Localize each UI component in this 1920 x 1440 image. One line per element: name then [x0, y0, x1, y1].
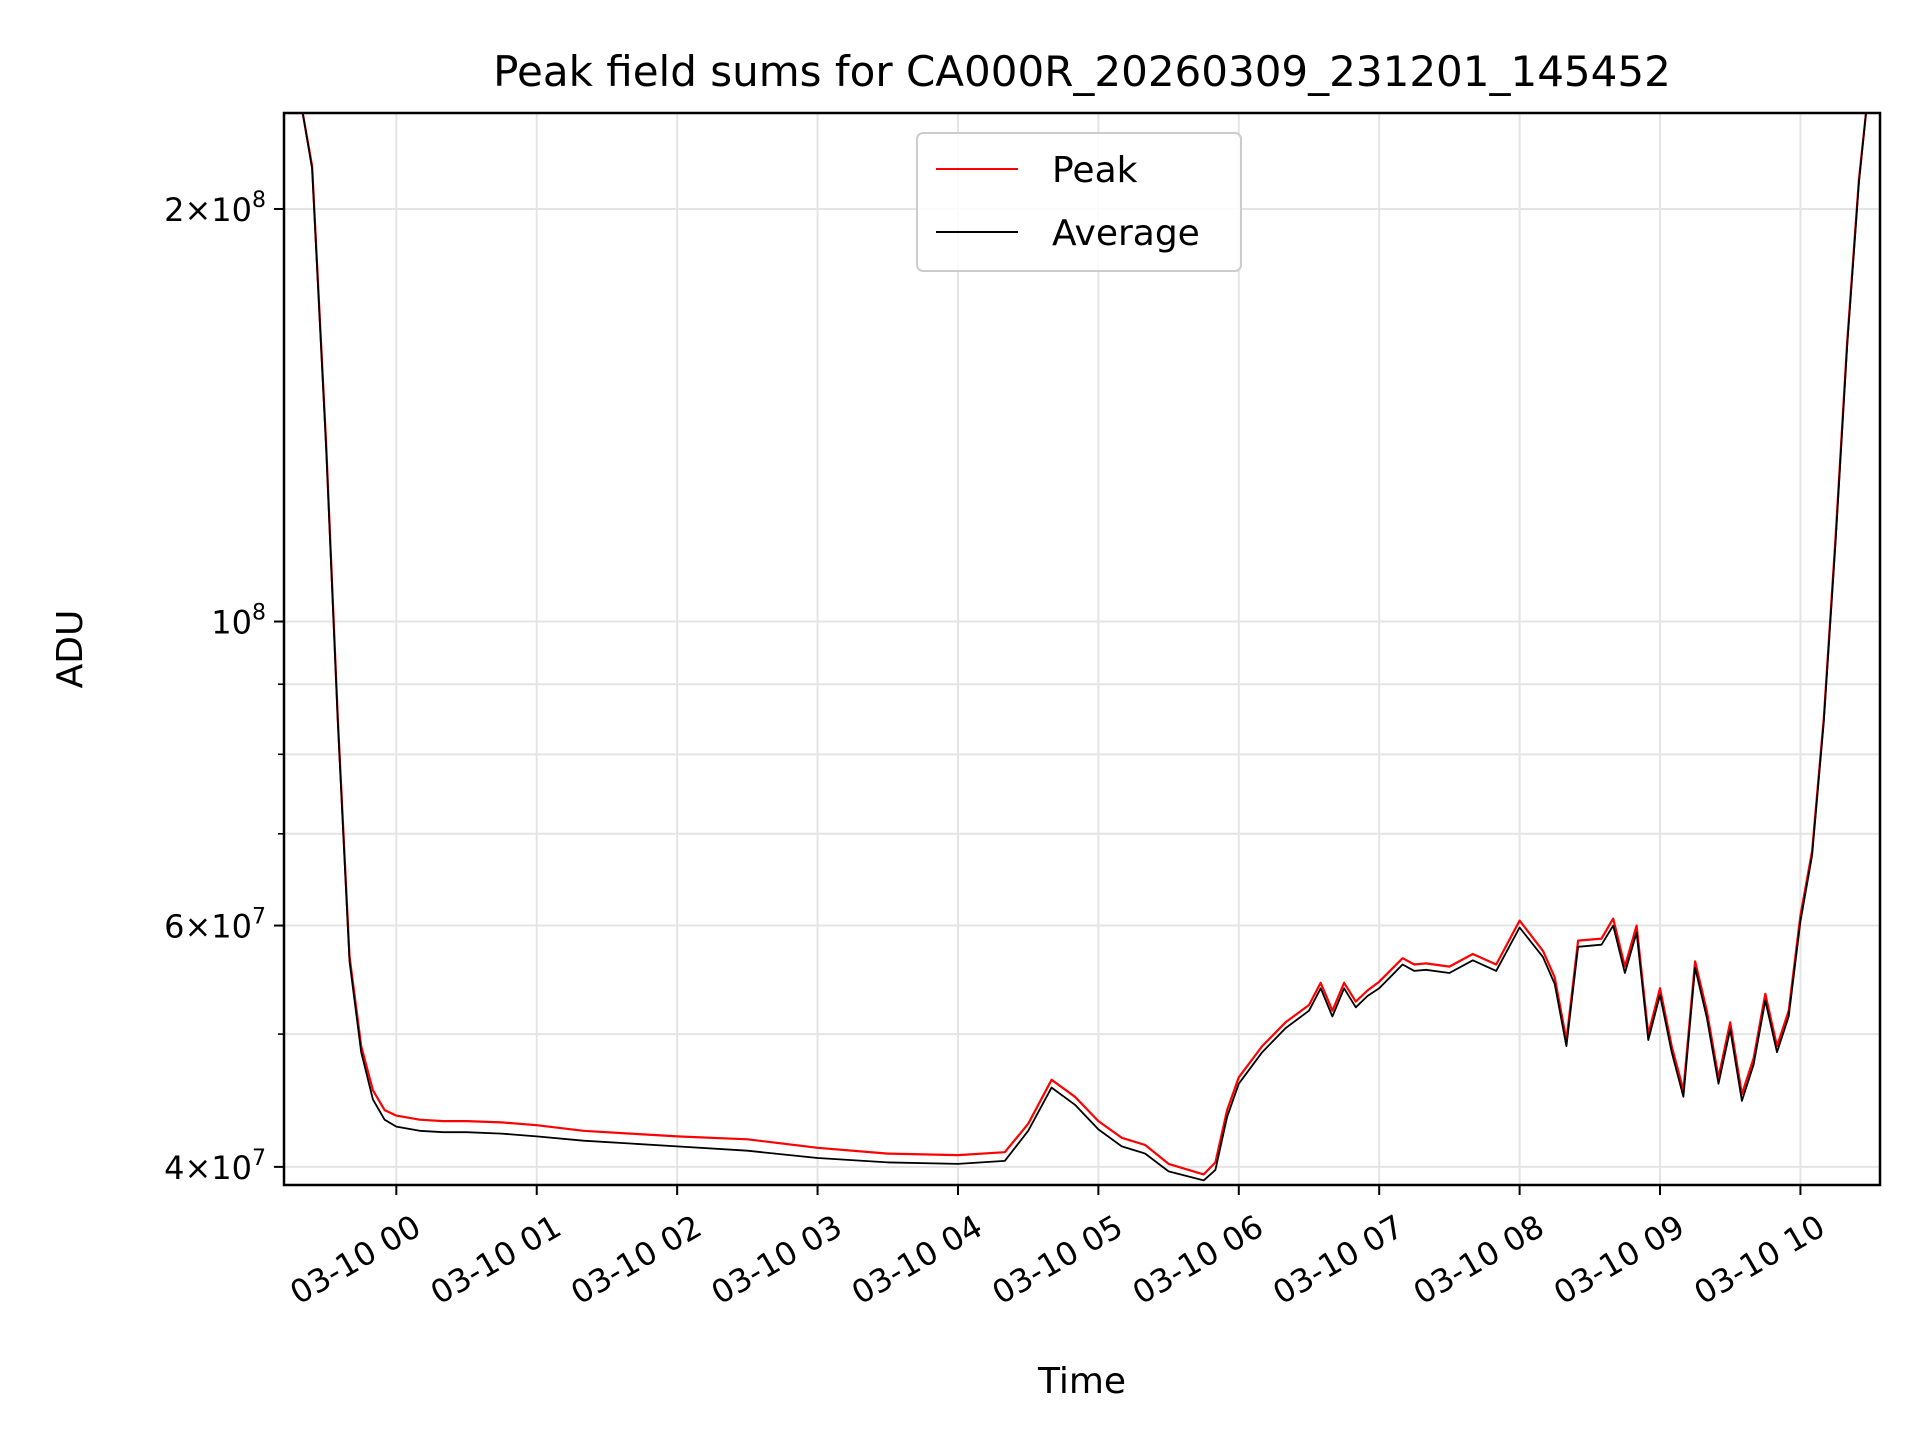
- chart-title: Peak field sums for CA000R_20260309_2312…: [493, 47, 1671, 96]
- y-tick-mantissa: 2: [164, 191, 184, 229]
- y-axis: 4×107 6×107 108 2×108: [164, 188, 284, 1187]
- series-layer: [284, 113, 1868, 1182]
- y-tick-label: 4×107: [164, 1146, 266, 1187]
- y-tick-mantissa: 4: [164, 1149, 184, 1187]
- legend-label-average: Average: [1052, 213, 1200, 254]
- y-tick-exponent: 7: [252, 905, 266, 930]
- y-tick-label: 6×107: [164, 905, 266, 946]
- y-tick-label: 108: [211, 601, 266, 642]
- y-tick-mantissa: 6: [164, 908, 184, 946]
- legend: Peak Average: [916, 132, 1242, 272]
- grid-layer: [284, 113, 1880, 1185]
- series-line-peak: [284, 113, 1868, 1176]
- legend-box: [916, 132, 1242, 272]
- series-line-average: [284, 113, 1867, 1182]
- y-tick-exponent: 8: [252, 601, 266, 626]
- plot-frame: [282, 111, 1882, 1187]
- y-tick-exponent: 8: [252, 188, 266, 213]
- y-tick-exponent: 7: [252, 1146, 266, 1171]
- y-axis-label: ADU: [50, 610, 91, 689]
- legend-label-peak: Peak: [1052, 150, 1138, 191]
- x-axis-label: Time: [1037, 1361, 1126, 1402]
- y-tick-label: 2×108: [164, 188, 266, 229]
